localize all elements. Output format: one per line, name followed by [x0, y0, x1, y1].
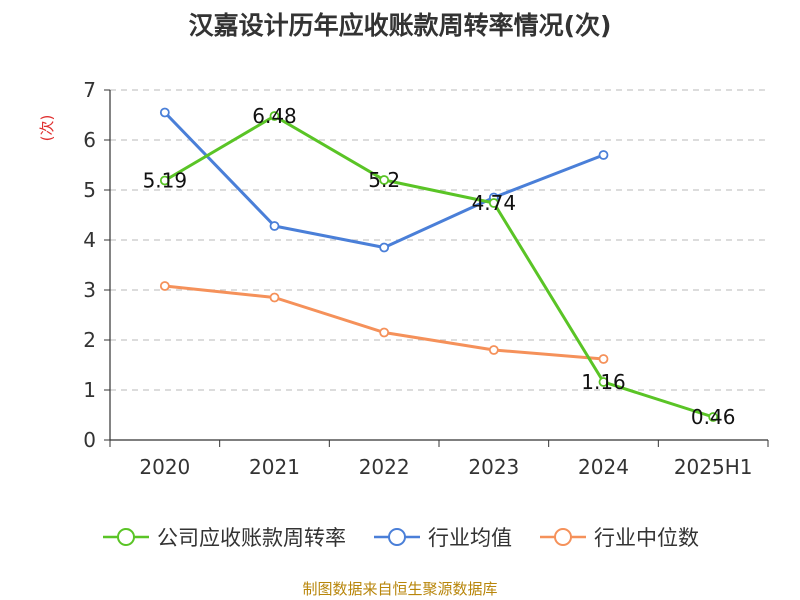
data-point: [159, 175, 170, 186]
legend-marker-icon: [103, 528, 149, 546]
x-tick-label: 2021: [249, 455, 300, 479]
source-note: 制图数据来自恒生聚源数据库: [302, 580, 498, 598]
y-tick-label: 6: [83, 128, 96, 152]
x-tick-label: 2022: [359, 455, 410, 479]
y-tick-label: 4: [83, 228, 96, 252]
legend-item: 行业均值: [372, 522, 512, 552]
data-point: [598, 377, 609, 387]
legend-label: 公司应收账款周转率: [157, 526, 346, 550]
data-label: 5.2: [368, 168, 400, 192]
x-tick-label: 2025H1: [674, 455, 753, 479]
data-point: [269, 111, 280, 121]
x-tick-label: 2024: [578, 455, 629, 479]
legend-item: 公司应收账款周转率: [101, 522, 346, 552]
data-point: [488, 345, 499, 355]
data-point: [379, 327, 390, 338]
data-point: [708, 412, 719, 422]
legend-label: 行业均值: [428, 526, 512, 550]
data-point: [159, 281, 170, 291]
y-tick-label: 5: [83, 178, 96, 202]
x-tick-label: 2020: [139, 455, 190, 479]
y-tick-label: 3: [83, 278, 96, 302]
chart-title: 汉嘉设计历年应收账款周转率情况(次): [188, 11, 612, 40]
y-tick-label: 0: [83, 428, 96, 452]
series-line: [164, 284, 604, 361]
y-tick-label: 7: [83, 78, 96, 102]
legend-marker-icon: [374, 528, 420, 546]
data-label: 4.74: [472, 191, 517, 215]
x-tick-label: 2023: [468, 455, 519, 479]
data-point: [159, 107, 170, 118]
data-label: 0.46: [691, 405, 736, 429]
data-label: 1.16: [581, 370, 626, 394]
data-label: 6.48: [252, 104, 297, 128]
data-point: [269, 292, 280, 303]
data-point: [598, 354, 609, 364]
legend-label: 行业中位数: [594, 526, 699, 550]
legend-marker-icon: [540, 528, 586, 546]
data-label: 5.19: [143, 169, 188, 193]
legend-item: 行业中位数: [538, 522, 699, 552]
legend: 公司应收账款周转率 行业均值 行业中位数: [0, 520, 800, 554]
y-tick-label: 1: [83, 378, 96, 402]
data-point: [598, 150, 609, 160]
data-point: [269, 221, 280, 231]
series-line: [164, 114, 714, 419]
data-point: [488, 198, 499, 208]
data-point: [379, 175, 390, 185]
data-point: [379, 242, 390, 253]
y-axis-label: (次): [38, 115, 56, 142]
y-tick-label: 2: [83, 328, 96, 352]
